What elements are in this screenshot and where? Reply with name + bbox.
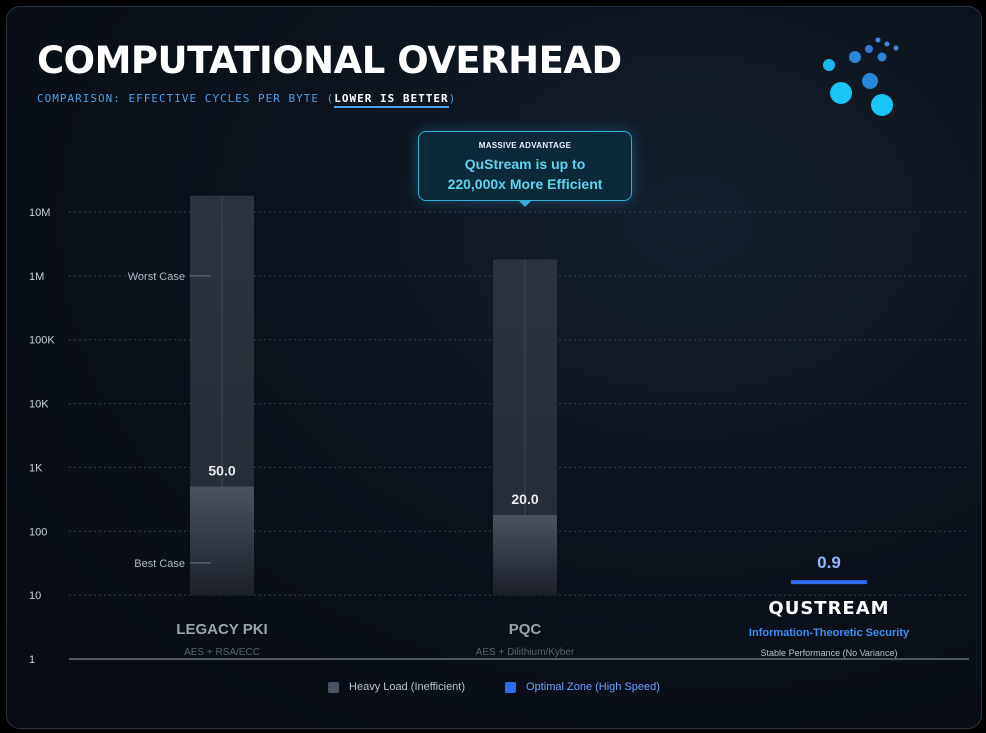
logo-dot [871, 94, 893, 116]
legend-swatch [505, 681, 517, 693]
callout-line-1: QuStream is up to [464, 156, 586, 172]
legend-item: Heavy Load (Inefficient) [328, 681, 465, 693]
chart-subtitle: COMPARISON: EFFECTIVE CYCLES PER BYTE (L… [37, 92, 457, 108]
y-tick-label: 1K [29, 462, 43, 474]
legend-item: Optimal Zone (High Speed) [505, 681, 660, 693]
legend-label: Heavy Load (Inefficient) [349, 681, 466, 693]
category-sublabel: AES + RSA/ECC [184, 647, 260, 658]
load-bar [190, 486, 254, 596]
y-tick-label: 10 [29, 590, 41, 602]
logo-dot [830, 82, 852, 104]
logo-dot [875, 37, 881, 43]
category-sublabel: AES + Dilithium/Kyber [476, 647, 575, 658]
logo-dot [893, 45, 899, 51]
y-tick-label: 100 [29, 526, 47, 538]
y-tick-label: 1M [29, 271, 44, 283]
logo-dot [862, 73, 878, 89]
subtitle-suffix: ) [448, 92, 457, 105]
callout-line-2: 220,000x More Efficient [447, 176, 603, 192]
logo-dot [865, 45, 873, 53]
y-tick-label: 10K [29, 399, 49, 411]
chart-legend: Heavy Load (Inefficient) Optimal Zone (Hi… [7, 681, 981, 696]
bar-value-label: 0.9 [817, 553, 841, 572]
category-label: QUSTREAM [768, 598, 889, 619]
y-tick-label: 100K [29, 335, 55, 347]
range-annotation: Best Case [134, 558, 185, 570]
bar-chart: 10M 1M 100K 10K 1K 100 10 1 50.0 LEGACY PKI AES + … [29, 195, 969, 666]
logo-dot [877, 52, 887, 62]
optimal-bar [791, 580, 867, 585]
advantage-callout: MASSIVE ADVANTAGE QuStream is up to 220,… [418, 131, 632, 201]
category-note: Stable Performance (No Variance) [761, 648, 898, 658]
logo-dot [849, 51, 861, 63]
y-tick-label: 1 [29, 654, 35, 666]
subtitle-emphasis: LOWER IS BETTER [334, 92, 449, 108]
logo-dot [884, 41, 890, 47]
load-bar [493, 514, 557, 596]
range-annotation: Worst Case [128, 271, 185, 283]
legend-label: Optimal Zone (High Speed) [526, 681, 660, 693]
bar-value-label: 20.0 [511, 491, 538, 507]
callout-message: QuStream is up to 220,000x More Efficien… [419, 154, 631, 194]
category-label: PQC [509, 621, 542, 638]
chart-panel: COMPUTATIONAL OVERHEAD COMPARISON: EFFEC… [6, 6, 982, 729]
callout-tag: MASSIVE ADVANTAGE [478, 141, 572, 150]
bar-value-label: 50.0 [208, 463, 235, 479]
logo-dot [823, 59, 835, 71]
legend-swatch [328, 681, 340, 693]
page-title: COMPUTATIONAL OVERHEAD [37, 39, 622, 82]
callout-pointer [518, 200, 532, 207]
brand-logo-icon [823, 37, 899, 116]
category-sublabel: Information-Theoretic Security [749, 627, 910, 639]
category-label: LEGACY PKI [176, 621, 267, 638]
y-tick-label: 10M [29, 207, 50, 219]
subtitle-prefix: COMPARISON: EFFECTIVE CYCLES PER BYTE ( [37, 92, 335, 105]
